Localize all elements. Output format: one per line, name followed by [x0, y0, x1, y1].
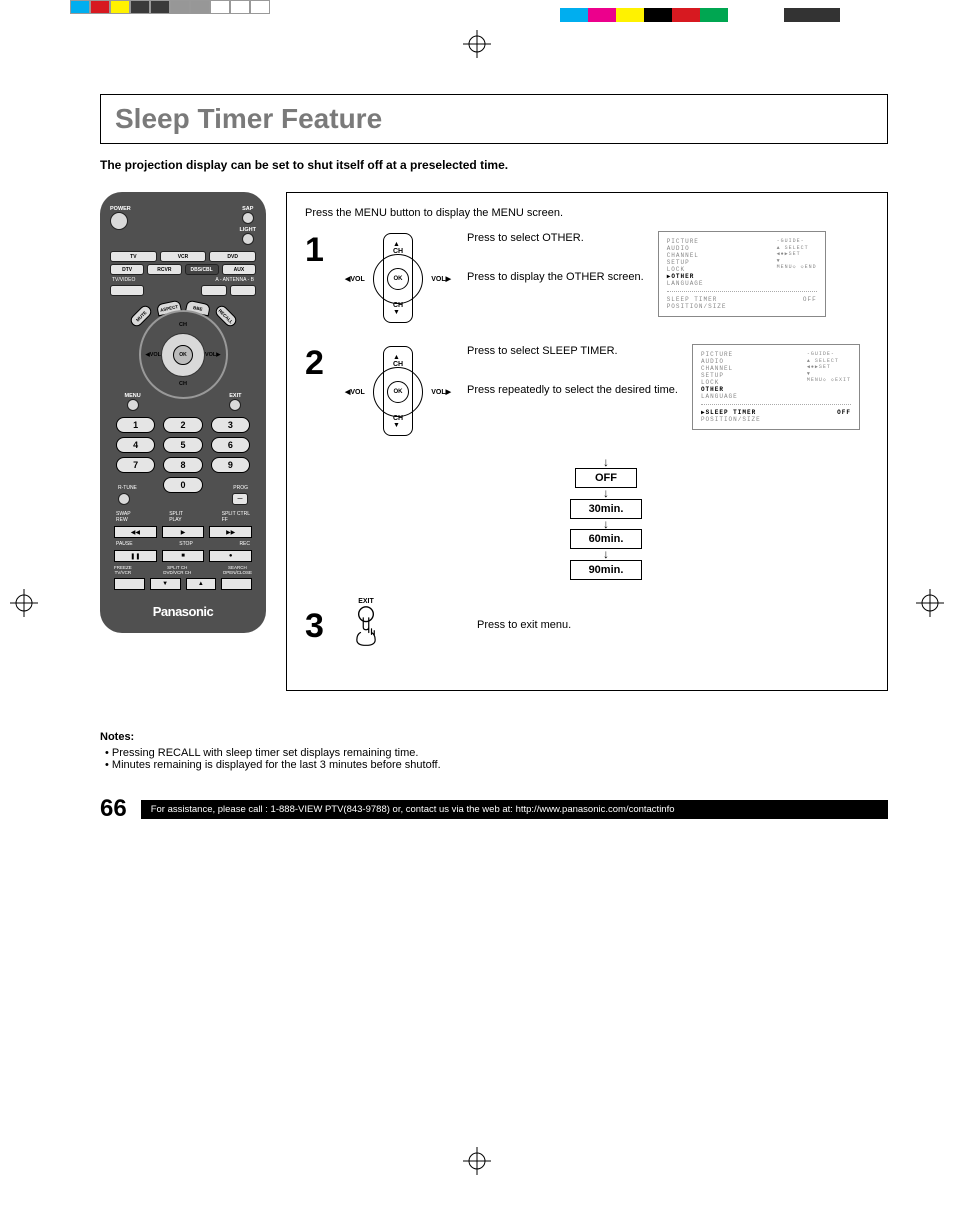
num-2-button[interactable]: 2: [163, 417, 202, 433]
dpad-diagram-1: OK ▲CH CH▼ ◀VOL VOL▶: [343, 231, 453, 326]
num-7-button[interactable]: 7: [116, 457, 155, 473]
num-4-button[interactable]: 4: [116, 437, 155, 453]
ant-b-button[interactable]: [230, 285, 256, 296]
dvd-button[interactable]: DVD: [209, 251, 256, 262]
power-label: POWER: [110, 206, 131, 212]
num-9-button[interactable]: 9: [211, 457, 250, 473]
rtune-label: R-TUNE: [118, 485, 137, 491]
rec-button[interactable]: ●: [209, 550, 252, 562]
title-box: Sleep Timer Feature: [100, 94, 888, 144]
tvvideo-label: TV/VIDEO: [112, 277, 135, 283]
exit-press-icon: EXIT: [343, 598, 389, 654]
ch-up-label: CH: [179, 322, 187, 328]
menu-button[interactable]: [127, 399, 139, 411]
splitch-up-button[interactable]: ▲: [186, 578, 217, 590]
splitch-dn-button[interactable]: ▼: [150, 578, 181, 590]
vol-l-label: ◀VOL: [146, 352, 162, 358]
notes-section: Notes: Pressing RECALL with sleep timer …: [100, 731, 888, 771]
registration-mark-bottom-icon: [463, 1147, 491, 1175]
step-3-number: 3: [305, 607, 329, 646]
rew-button[interactable]: ◀◀: [114, 526, 157, 538]
tvvideo-button[interactable]: [110, 285, 144, 296]
note-2: Minutes remaining is displayed for the l…: [114, 759, 888, 771]
num-8-button[interactable]: 8: [163, 457, 202, 473]
dtv-button[interactable]: DTV: [110, 264, 144, 275]
instructions-panel: Press the MENU button to display the MEN…: [286, 192, 888, 691]
power-button[interactable]: [110, 212, 128, 230]
step-2: 2 OK ▲CH CH▼ ◀VOL VOL▶ Press to select S…: [305, 344, 869, 580]
note-1: Pressing RECALL with sleep timer set dis…: [114, 747, 888, 759]
menu-screen-1: PICTUREAUDIOCHANNEL SETUPLOCK ▶OTHERLANG…: [658, 231, 826, 317]
remote-control: POWER SAP LIGHT TV VCR DVD DTV RCVR DBS/…: [100, 192, 266, 633]
step-2-text-1: Press to select SLEEP TIMER.: [467, 344, 678, 359]
dpad-diagram-2: OK ▲CH CH▼ ◀VOL VOL▶: [343, 344, 453, 439]
sap-label: SAP: [240, 206, 257, 212]
vol-r-label: VOL▶: [205, 352, 221, 358]
intro-text: The projection display can be set to shu…: [100, 158, 888, 172]
step-1-text-1: Press to select OTHER.: [467, 231, 644, 246]
page-footer: 66 For assistance, please call : 1-888-V…: [100, 795, 888, 823]
light-label: LIGHT: [240, 227, 257, 233]
prog-button[interactable]: —: [232, 493, 248, 505]
light-button[interactable]: [242, 233, 254, 245]
num-3-button[interactable]: 3: [211, 417, 250, 433]
ff-button[interactable]: ▶▶: [209, 526, 252, 538]
timer-90: 90min.: [570, 560, 643, 580]
rcvr-button[interactable]: RCVR: [147, 264, 181, 275]
num-6-button[interactable]: 6: [211, 437, 250, 453]
prog-label: PROG: [233, 485, 248, 491]
timer-off: OFF: [575, 468, 637, 488]
notes-heading: Notes:: [100, 731, 888, 743]
step-intro: Press the MENU button to display the MEN…: [305, 207, 869, 219]
stop-button[interactable]: ■: [162, 550, 205, 562]
step-1-number: 1: [305, 231, 329, 326]
aux-button[interactable]: AUX: [222, 264, 256, 275]
antenna-label: A - ANTENNA - B: [215, 277, 254, 283]
number-pad: 1 2 3 4 5 6 7 8 9 0: [116, 417, 250, 493]
step-1-text-2: Press to display the OTHER screen.: [467, 270, 644, 285]
timer-60: 60min.: [570, 529, 643, 549]
sap-button[interactable]: [242, 212, 254, 224]
page-number: 66: [100, 795, 127, 823]
freeze-button[interactable]: [114, 578, 145, 590]
menu-screen-2: PICTUREAUDIOCHANNEL SETUPLOCK OTHERLANGU…: [692, 344, 860, 430]
search-button[interactable]: [221, 578, 252, 590]
num-1-button[interactable]: 1: [116, 417, 155, 433]
timer-30: 30min.: [570, 499, 643, 519]
dpad: ASPECT BBE MUTE RECALL OK CH CH ◀VOL VOL…: [131, 302, 236, 407]
timer-flow: ↓ OFF ↓ 30min. ↓ 60min. ↓ 90min.: [570, 457, 643, 580]
tv-button[interactable]: TV: [110, 251, 157, 262]
num-0-button[interactable]: 0: [163, 477, 202, 493]
num-5-button[interactable]: 5: [163, 437, 202, 453]
ok-button[interactable]: OK: [173, 345, 193, 365]
step-1: 1 OK ▲CH CH▼ ◀VOL VOL▶ Press to select O…: [305, 231, 869, 326]
play-button[interactable]: ▶: [162, 526, 205, 538]
pause-button[interactable]: ❚❚: [114, 550, 157, 562]
step-2-number: 2: [305, 344, 329, 580]
brand-logo: Panasonic: [110, 604, 256, 619]
ant-a-button[interactable]: [201, 285, 227, 296]
footer-assist-text: For assistance, please call : 1-888-VIEW…: [141, 800, 888, 819]
dbscbl-button[interactable]: DBS/CBL: [185, 264, 219, 275]
exit-button[interactable]: [229, 399, 241, 411]
step-3-text: Press to exit menu.: [477, 618, 571, 633]
vcr-button[interactable]: VCR: [160, 251, 207, 262]
rtune-button[interactable]: [118, 493, 130, 505]
page-title: Sleep Timer Feature: [115, 103, 873, 135]
ch-dn-label: CH: [179, 381, 187, 387]
step-2-text-2: Press repeatedly to select the desired t…: [467, 383, 678, 398]
step-3: 3 EXIT Press to exit menu.: [305, 598, 869, 654]
